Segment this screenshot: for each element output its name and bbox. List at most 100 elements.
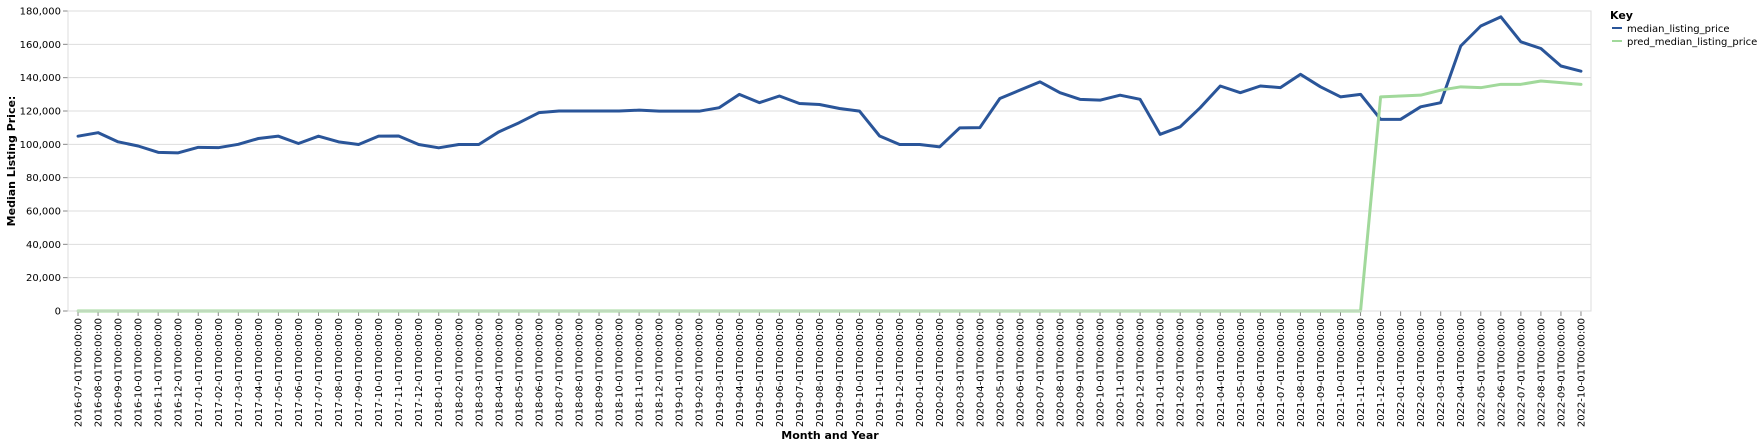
y-tick-label: 60,000 — [26, 207, 61, 218]
x-tick-label: 2019-08-01T00:00:00 — [815, 318, 826, 427]
x-tick-label: 2016-12-01T00:00:00 — [174, 318, 185, 427]
x-tick-label: 2016-07-01T00:00:00 — [74, 318, 85, 427]
x-tick-label: 2017-08-01T00:00:00 — [334, 318, 345, 427]
x-tick-label: 2021-12-01T00:00:00 — [1376, 318, 1387, 427]
x-tick-label: 2017-12-01T00:00:00 — [414, 318, 425, 427]
x-tick-label: 2017-06-01T00:00:00 — [294, 318, 305, 427]
x-tick-label: 2021-08-01T00:00:00 — [1296, 318, 1307, 427]
legend-label: pred_median_listing_price — [1627, 37, 1757, 48]
x-tick-label: 2022-04-01T00:00:00 — [1456, 318, 1467, 427]
x-tick-label: 2020-11-01T00:00:00 — [1116, 318, 1127, 427]
x-tick-label: 2020-06-01T00:00:00 — [1015, 318, 1026, 427]
x-tick-label: 2021-01-01T00:00:00 — [1156, 318, 1167, 427]
y-tick-label: 40,000 — [26, 240, 61, 251]
series-line-pred-median-listing-price — [76, 79, 1583, 313]
legend-title: Key — [1610, 9, 1633, 22]
x-tick-label: 2018-12-01T00:00:00 — [655, 318, 666, 427]
x-tick-label: 2022-03-01T00:00:00 — [1436, 318, 1447, 427]
x-tick-label: 2019-11-01T00:00:00 — [875, 318, 886, 427]
x-tick-label: 2021-09-01T00:00:00 — [1316, 318, 1327, 427]
x-tick-label: 2021-04-01T00:00:00 — [1216, 318, 1227, 427]
x-tick-label: 2019-10-01T00:00:00 — [855, 318, 866, 427]
x-tick-label: 2020-04-01T00:00:00 — [975, 318, 986, 427]
x-tick-label: 2017-01-01T00:00:00 — [194, 318, 205, 427]
x-tick-label: 2019-01-01T00:00:00 — [675, 318, 686, 427]
x-tick-label: 2020-08-01T00:00:00 — [1055, 318, 1066, 427]
x-tick-label: 2022-01-01T00:00:00 — [1396, 318, 1407, 427]
x-tick-label: 2022-05-01T00:00:00 — [1476, 318, 1487, 427]
x-tick-label: 2018-08-01T00:00:00 — [575, 318, 586, 427]
x-tick-label: 2020-02-01T00:00:00 — [935, 318, 946, 427]
x-tick-label: 2018-02-01T00:00:00 — [454, 318, 465, 427]
x-tick-label: 2020-05-01T00:00:00 — [995, 318, 1006, 427]
x-axis-title: Month and Year — [781, 429, 879, 442]
x-tick-label: 2020-12-01T00:00:00 — [1136, 318, 1147, 427]
x-tick-label: 2017-09-01T00:00:00 — [354, 318, 365, 427]
x-axis: 2016-07-01T00:00:00 2016-08-01T00:00:00 20… — [68, 310, 1591, 427]
gridlines — [68, 10, 1591, 312]
x-tick-label: 2016-09-01T00:00:00 — [114, 318, 125, 427]
y-tick-label: 120,000 — [20, 107, 61, 118]
x-tick-label: 2018-10-01T00:00:00 — [615, 318, 626, 427]
x-tick-label: 2019-12-01T00:00:00 — [895, 318, 906, 427]
x-tick-label: 2016-11-01T00:00:00 — [154, 318, 165, 427]
x-tick-label: 2018-05-01T00:00:00 — [514, 318, 525, 427]
x-tick-label: 2021-02-01T00:00:00 — [1176, 318, 1187, 427]
y-tick-label: 160,000 — [20, 40, 61, 51]
y-tick-label: 20,000 — [26, 273, 61, 284]
y-tick-label: 100,000 — [20, 140, 61, 151]
y-tick-label: 140,000 — [20, 73, 61, 84]
x-tick-label: 2022-06-01T00:00:00 — [1496, 318, 1507, 427]
x-tick-label: 2022-02-01T00:00:00 — [1416, 318, 1427, 427]
x-tick-label: 2019-09-01T00:00:00 — [835, 318, 846, 427]
x-tick-label: 2019-04-01T00:00:00 — [735, 318, 746, 427]
x-tick-label: 2017-05-01T00:00:00 — [274, 318, 285, 427]
series-lines — [76, 15, 1583, 313]
x-tick-label: 2022-10-01T00:00:00 — [1576, 318, 1587, 427]
x-tick-label: 2018-01-01T00:00:00 — [434, 318, 445, 427]
x-tick-label: 2019-03-01T00:00:00 — [715, 318, 726, 427]
x-tick-label: 2017-10-01T00:00:00 — [374, 318, 385, 427]
x-tick-label: 2017-04-01T00:00:00 — [254, 318, 265, 427]
x-tick-label: 2016-10-01T00:00:00 — [134, 318, 145, 427]
x-tick-label: 2021-07-01T00:00:00 — [1276, 318, 1287, 427]
x-tick-label: 2021-06-01T00:00:00 — [1256, 318, 1267, 427]
x-tick-label: 2019-07-01T00:00:00 — [795, 318, 806, 427]
x-tick-label: 2018-07-01T00:00:00 — [554, 318, 565, 427]
x-tick-label: 2017-11-01T00:00:00 — [394, 318, 405, 427]
legend-label: median_listing_price — [1627, 24, 1730, 35]
y-tick-label: 80,000 — [26, 173, 61, 184]
x-tick-label: 2020-10-01T00:00:00 — [1096, 318, 1107, 427]
plot-frame — [67, 10, 1592, 312]
x-tick-label: 2021-11-01T00:00:00 — [1356, 318, 1367, 427]
x-tick-label: 2018-09-01T00:00:00 — [595, 318, 606, 427]
series-line-median-listing-price — [76, 15, 1583, 155]
y-tick-label: 180,000 — [20, 7, 61, 18]
x-tick-label: 2020-07-01T00:00:00 — [1035, 318, 1046, 427]
x-tick-label: 2022-09-01T00:00:00 — [1556, 318, 1567, 427]
x-tick-label: 2020-09-01T00:00:00 — [1075, 318, 1086, 427]
x-tick-label: 2020-03-01T00:00:00 — [955, 318, 966, 427]
x-tick-label: 2017-02-01T00:00:00 — [214, 318, 225, 427]
x-tick-label: 2016-08-01T00:00:00 — [94, 318, 105, 427]
x-tick-label: 2018-11-01T00:00:00 — [635, 318, 646, 427]
x-tick-label: 2022-08-01T00:00:00 — [1536, 318, 1547, 427]
y-axis-title: Median Listing Price: — [5, 96, 18, 227]
x-tick-label: 2017-03-01T00:00:00 — [234, 318, 245, 427]
x-tick-label: 2018-06-01T00:00:00 — [534, 318, 545, 427]
x-tick-label: 2021-10-01T00:00:00 — [1336, 318, 1347, 427]
x-tick-label: 2022-07-01T00:00:00 — [1516, 318, 1527, 427]
x-tick-label: 2021-05-01T00:00:00 — [1236, 318, 1247, 427]
legend: Key median_listing_price pred_median_list… — [1610, 9, 1757, 48]
x-tick-label: 2019-02-01T00:00:00 — [695, 318, 706, 427]
x-tick-label: 2019-06-01T00:00:00 — [775, 318, 786, 427]
x-tick-label: 2021-03-01T00:00:00 — [1196, 318, 1207, 427]
x-tick-label: 2018-04-01T00:00:00 — [494, 318, 505, 427]
x-tick-label: 2018-03-01T00:00:00 — [474, 318, 485, 427]
x-tick-label: 2019-05-01T00:00:00 — [755, 318, 766, 427]
y-tick-label: 0 — [55, 307, 61, 318]
x-tick-label: 2017-07-01T00:00:00 — [314, 318, 325, 427]
x-tick-label: 2020-01-01T00:00:00 — [915, 318, 926, 427]
y-axis: 0 20,000 40,000 60,000 80,000 100,000 120,000 1… — [20, 7, 69, 318]
